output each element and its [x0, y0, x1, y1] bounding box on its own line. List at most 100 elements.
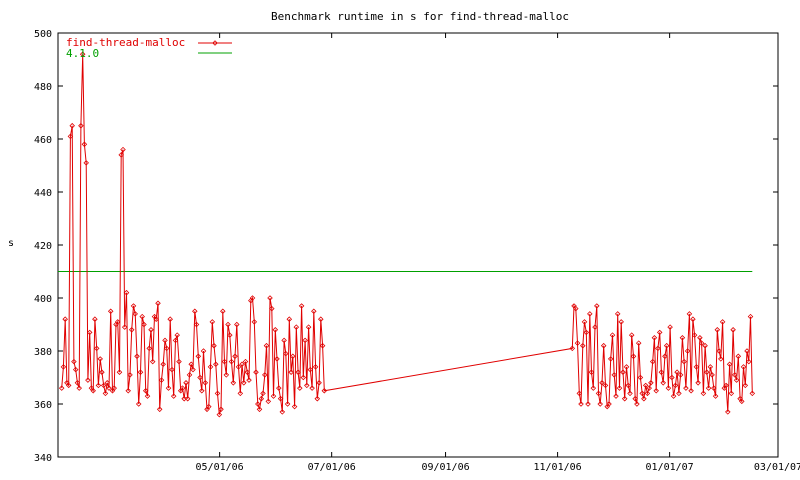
y-tick-label: 500	[34, 29, 52, 40]
data-point	[679, 335, 686, 341]
data-point	[733, 377, 740, 383]
data-point	[602, 382, 609, 389]
data-point	[220, 308, 226, 314]
data-point	[646, 385, 652, 391]
data-point	[102, 390, 109, 397]
y-axis-ticks: 340 360 380 400 420 440 460 480 500	[34, 29, 778, 464]
data-point	[69, 122, 75, 129]
data-point	[181, 395, 187, 402]
data-point	[218, 406, 224, 413]
data-point	[85, 377, 91, 383]
data-point	[314, 395, 321, 402]
data-point	[78, 122, 84, 129]
data-point	[597, 401, 603, 407]
data-point	[139, 313, 145, 320]
data-point	[90, 388, 96, 394]
data-point	[747, 313, 754, 320]
data-point	[106, 385, 112, 391]
data-point	[581, 319, 588, 325]
data-point	[614, 311, 621, 317]
data-point	[585, 401, 591, 407]
data-point	[234, 321, 240, 328]
data-point	[64, 380, 70, 386]
data-point	[153, 316, 159, 322]
data-point	[725, 409, 731, 415]
data-point	[670, 393, 677, 399]
x-tick-label: 11/01/06	[534, 462, 582, 473]
data-point	[635, 340, 642, 346]
data-point	[695, 380, 701, 386]
data-point	[132, 311, 138, 317]
data-point	[71, 358, 77, 365]
data-point	[232, 353, 238, 360]
data-point	[700, 390, 707, 397]
data-point	[242, 358, 249, 365]
data-point	[99, 369, 105, 375]
data-point	[688, 388, 694, 394]
data-point	[167, 316, 173, 322]
data-point	[81, 141, 88, 148]
data-point	[618, 319, 624, 325]
data-point	[749, 390, 756, 397]
plot-frame	[57, 32, 779, 458]
plot-border	[57, 32, 779, 458]
data-point	[737, 395, 743, 402]
data-point	[607, 356, 614, 362]
data-point	[160, 361, 166, 367]
data-point	[256, 406, 263, 413]
data-point	[291, 403, 298, 410]
data-point	[684, 348, 691, 354]
data-point	[686, 311, 693, 317]
data-point	[732, 372, 738, 378]
data-point	[142, 388, 149, 394]
data-point	[176, 358, 182, 365]
x-tick-label: 03/01/07	[754, 462, 800, 473]
data-point	[632, 395, 638, 402]
data-point	[200, 348, 207, 354]
data-point	[726, 361, 733, 367]
data-point	[321, 388, 328, 394]
data-point	[651, 335, 658, 341]
data-point	[239, 361, 245, 367]
data-point	[569, 345, 576, 352]
data-point	[230, 380, 237, 386]
data-point	[623, 364, 630, 370]
data-point	[276, 385, 282, 391]
data-point	[691, 332, 698, 338]
x-tick-label: 01/01/07	[646, 462, 694, 473]
data-point	[237, 390, 244, 397]
data-point	[721, 385, 728, 391]
data-point	[223, 372, 230, 378]
data-point	[594, 303, 600, 309]
data-point	[141, 321, 147, 328]
data-point	[228, 358, 235, 365]
data-point	[116, 369, 123, 375]
data-point	[263, 342, 270, 349]
data-point	[616, 385, 623, 391]
data-point	[677, 372, 684, 378]
data-point	[93, 345, 100, 352]
data-point	[298, 303, 305, 309]
data-point	[184, 395, 191, 402]
data-point	[312, 364, 319, 370]
y-tick-label: 460	[34, 135, 52, 146]
data-point	[290, 353, 296, 360]
data-point	[146, 345, 152, 352]
data-point	[213, 361, 219, 367]
x-axis-ticks: 05/01/06 07/01/06 09/01/06 11/01/06 01/01/07…	[196, 33, 800, 473]
data-point	[295, 369, 301, 375]
data-point	[274, 356, 280, 362]
data-point	[258, 395, 265, 402]
data-point	[319, 342, 326, 349]
data-point	[683, 385, 689, 391]
data-point	[193, 321, 200, 328]
data-point	[728, 390, 735, 397]
data-point	[606, 401, 612, 407]
data-point	[667, 324, 673, 330]
data-point	[574, 340, 581, 346]
data-point	[288, 369, 294, 375]
data-point	[621, 395, 628, 402]
